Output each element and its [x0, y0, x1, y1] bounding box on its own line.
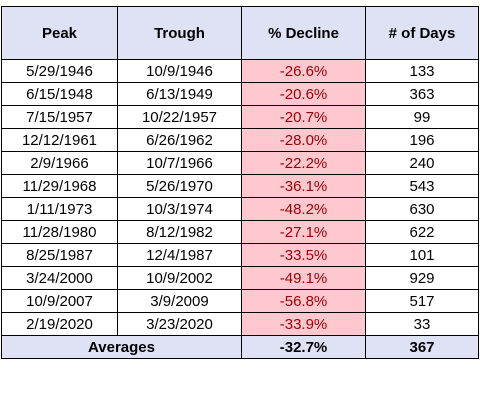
- table-row: 6/15/1948 6/13/1949 -20.6% 363: [1, 82, 479, 106]
- cell-trough: 10/22/1957: [117, 105, 242, 129]
- cell-trough: 8/12/1982: [117, 220, 242, 244]
- cell-peak: 2/19/2020: [1, 312, 118, 336]
- table-row: 2/9/1966 10/7/1966 -22.2% 240: [1, 151, 479, 175]
- cell-days: 240: [365, 151, 479, 175]
- table-row: 1/11/1973 10/3/1974 -48.2% 630: [1, 197, 479, 221]
- cell-trough: 6/13/1949: [117, 82, 242, 106]
- cell-trough: 6/26/1962: [117, 128, 242, 152]
- header-decline: % Decline: [241, 6, 366, 60]
- cell-decline: -28.0%: [241, 128, 366, 152]
- cell-decline: -33.9%: [241, 312, 366, 336]
- cell-days: 929: [365, 266, 479, 290]
- cell-trough: 3/9/2009: [117, 289, 242, 313]
- cell-peak: 5/29/1946: [1, 59, 118, 83]
- cell-decline: -56.8%: [241, 289, 366, 313]
- table-footer: Averages -32.7% 367: [1, 335, 479, 359]
- cell-days: 33: [365, 312, 479, 336]
- cell-trough: 5/26/1970: [117, 174, 242, 198]
- cell-days: 543: [365, 174, 479, 198]
- cell-peak: 3/24/2000: [1, 266, 118, 290]
- table-header: Peak Trough % Decline # of Days: [1, 6, 479, 60]
- cell-days: 101: [365, 243, 479, 267]
- cell-days: 99: [365, 105, 479, 129]
- table-row: 10/9/2007 3/9/2009 -56.8% 517: [1, 289, 479, 313]
- header-days: # of Days: [365, 6, 479, 60]
- header-row: Peak Trough % Decline # of Days: [1, 6, 479, 60]
- cell-peak: 11/29/1968: [1, 174, 118, 198]
- average-decline: -32.7%: [241, 335, 366, 359]
- cell-days: 517: [365, 289, 479, 313]
- averages-row: Averages -32.7% 367: [1, 335, 479, 359]
- cell-decline: -20.7%: [241, 105, 366, 129]
- header-peak: Peak: [1, 6, 118, 60]
- cell-days: 196: [365, 128, 479, 152]
- cell-decline: -27.1%: [241, 220, 366, 244]
- cell-peak: 6/15/1948: [1, 82, 118, 106]
- cell-decline: -22.2%: [241, 151, 366, 175]
- cell-decline: -33.5%: [241, 243, 366, 267]
- table-row: 5/29/1946 10/9/1946 -26.6% 133: [1, 59, 479, 83]
- cell-peak: 1/11/1973: [1, 197, 118, 221]
- cell-days: 622: [365, 220, 479, 244]
- cell-trough: 10/9/1946: [117, 59, 242, 83]
- table-row: 12/12/1961 6/26/1962 -28.0% 196: [1, 128, 479, 152]
- table-row: 7/15/1957 10/22/1957 -20.7% 99: [1, 105, 479, 129]
- table-row: 11/29/1968 5/26/1970 -36.1% 543: [1, 174, 479, 198]
- average-days: 367: [365, 335, 479, 359]
- cell-decline: -49.1%: [241, 266, 366, 290]
- cell-peak: 12/12/1961: [1, 128, 118, 152]
- table-row: 11/28/1980 8/12/1982 -27.1% 622: [1, 220, 479, 244]
- table-body: 5/29/1946 10/9/1946 -26.6% 133 6/15/1948…: [1, 59, 479, 336]
- cell-days: 630: [365, 197, 479, 221]
- cell-decline: -20.6%: [241, 82, 366, 106]
- cell-trough: 10/7/1966: [117, 151, 242, 175]
- bear-market-table: Peak Trough % Decline # of Days 5/29/194…: [1, 6, 479, 359]
- header-trough: Trough: [117, 6, 242, 60]
- cell-peak: 8/25/1987: [1, 243, 118, 267]
- cell-decline: -48.2%: [241, 197, 366, 221]
- table-row: 8/25/1987 12/4/1987 -33.5% 101: [1, 243, 479, 267]
- cell-peak: 10/9/2007: [1, 289, 118, 313]
- cell-trough: 12/4/1987: [117, 243, 242, 267]
- cell-days: 133: [365, 59, 479, 83]
- cell-peak: 11/28/1980: [1, 220, 118, 244]
- cell-days: 363: [365, 82, 479, 106]
- table-row: 2/19/2020 3/23/2020 -33.9% 33: [1, 312, 479, 336]
- cell-peak: 7/15/1957: [1, 105, 118, 129]
- table-row: 3/24/2000 10/9/2002 -49.1% 929: [1, 266, 479, 290]
- cell-trough: 3/23/2020: [117, 312, 242, 336]
- cell-peak: 2/9/1966: [1, 151, 118, 175]
- cell-decline: -36.1%: [241, 174, 366, 198]
- averages-label: Averages: [1, 335, 242, 359]
- cell-trough: 10/3/1974: [117, 197, 242, 221]
- cell-decline: -26.6%: [241, 59, 366, 83]
- cell-trough: 10/9/2002: [117, 266, 242, 290]
